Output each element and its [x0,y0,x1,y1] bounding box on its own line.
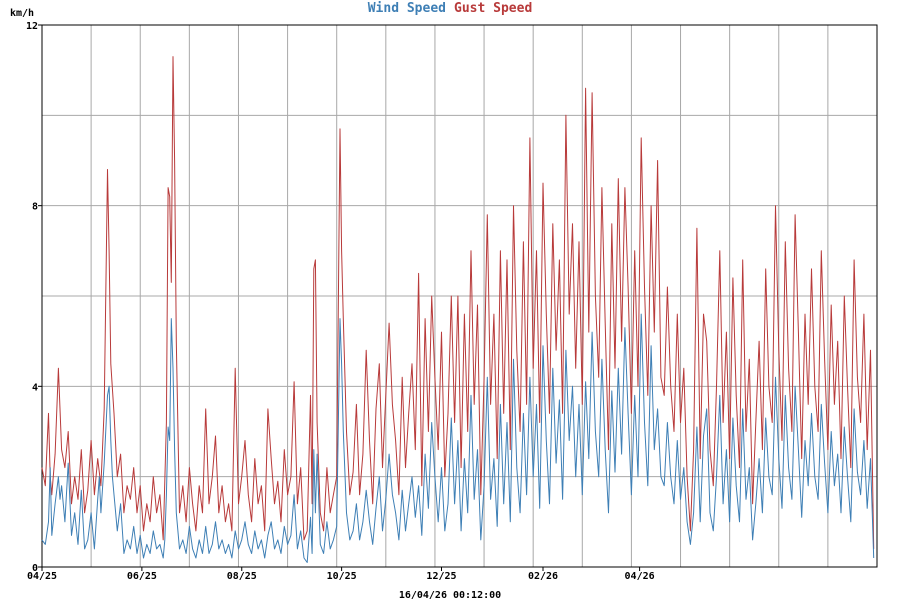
x-tick-label: 06/25 [127,571,157,582]
gust-speed-line [41,56,875,549]
chart-title: Wind Speed Gust Speed [368,1,533,16]
x-tick-label: 02/26 [528,571,558,582]
x-tick-label: 10/25 [327,571,357,582]
legend-gust-speed: Gust Speed [454,1,532,16]
y-tick-label: 0 [32,563,38,574]
y-axis-ticks: 0 4 8 12 [26,21,42,574]
y-tick-label: 12 [26,21,38,32]
x-tick-label: 12/25 [426,571,456,582]
x-tick-label: 04/25 [27,571,57,582]
x-tick-label: 08/25 [227,571,257,582]
wind-speed-line [41,313,875,563]
y-tick-label: 4 [32,382,38,393]
timestamp-label: 16/04/26 00:12:00 [399,590,501,600]
x-axis-ticks: 04/25 06/25 08/25 10/25 12/25 02/26 04/26 [27,567,655,582]
legend-wind-speed: Wind Speed [368,1,446,16]
x-tick-label: 04/26 [625,571,655,582]
y-tick-label: 8 [32,202,38,213]
series-lines [41,56,875,563]
plot-frame [41,24,878,568]
y-axis-unit-label: km/h [10,8,34,19]
